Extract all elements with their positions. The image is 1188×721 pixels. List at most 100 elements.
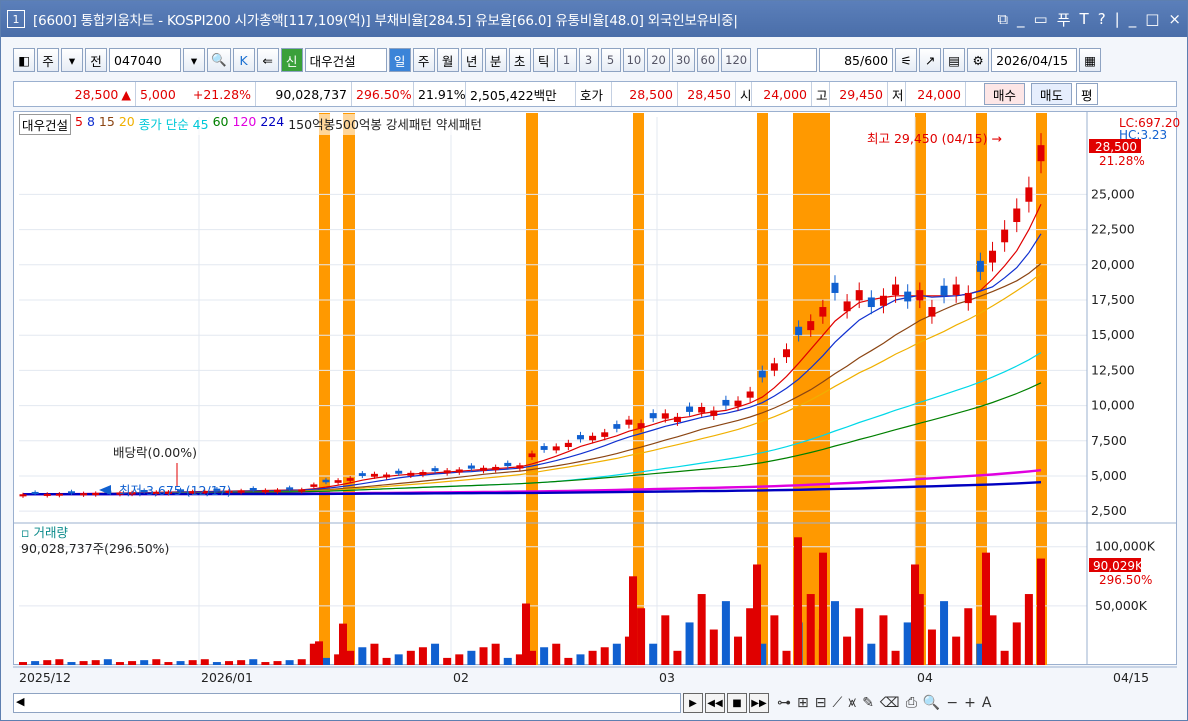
period-month-tab[interactable]: 월 xyxy=(436,48,459,72)
candle-body xyxy=(128,492,136,495)
price-y-tick: 17,500 xyxy=(1091,292,1135,307)
eval-button[interactable]: 평 xyxy=(1076,83,1098,105)
pen-tool-icon[interactable]: ✎ xyxy=(862,695,874,711)
volume-bar xyxy=(770,615,779,665)
zoom-in-icon[interactable]: + xyxy=(964,695,976,711)
zoom-icon[interactable]: 🔍 xyxy=(922,695,941,711)
chart-settings-icon[interactable]: ⚟ xyxy=(895,48,918,72)
volume-bar xyxy=(467,650,476,665)
gear-icon[interactable]: ⚙ xyxy=(967,48,990,72)
line-tool-icon[interactable]: ⟋ xyxy=(832,695,843,711)
interval-10[interactable]: 10 xyxy=(622,48,646,72)
volume-bar xyxy=(443,657,452,665)
stop-icon[interactable]: ■ xyxy=(727,693,747,713)
sell-button[interactable]: 매도 xyxy=(1031,83,1073,105)
candle-body xyxy=(613,424,621,429)
help-icon[interactable]: ? xyxy=(1097,10,1106,28)
horizontal-scrollbar[interactable]: ◀ xyxy=(13,693,681,713)
forward-icon[interactable]: ▶▶ xyxy=(749,693,769,713)
price-y-tick: 2,500 xyxy=(1091,503,1127,518)
candle-body xyxy=(201,491,209,494)
interval-select[interactable] xyxy=(757,48,818,72)
interval-30[interactable]: 30 xyxy=(671,48,695,72)
compare-icon[interactable]: ⊟ xyxy=(814,695,827,711)
scroll-left-icon[interactable]: ◀ xyxy=(16,695,25,708)
interval-5[interactable]: 5 xyxy=(600,48,621,72)
legend-ma5[interactable]: 5 xyxy=(75,114,83,135)
legend-ma15[interactable]: 15 xyxy=(98,114,115,135)
play-icon[interactable]: ▶ xyxy=(683,693,703,713)
legend-ma60[interactable]: 60 xyxy=(212,114,229,135)
period-week-tab[interactable]: 주 xyxy=(412,48,435,72)
candle-body xyxy=(346,478,354,481)
interval-3[interactable]: 3 xyxy=(578,48,599,72)
maximize-button[interactable]: □ xyxy=(1145,10,1160,28)
legend-ma8[interactable]: 8 xyxy=(86,114,95,135)
interval-1[interactable]: 1 xyxy=(556,48,577,72)
font-icon[interactable]: T xyxy=(1079,10,1089,28)
buy-button[interactable]: 매수 xyxy=(984,83,1026,105)
volume-tag-box xyxy=(1089,558,1141,572)
volume-bar xyxy=(576,654,585,665)
all-button[interactable]: 전 xyxy=(85,48,107,72)
period-tick-tab[interactable]: 틱 xyxy=(532,48,555,72)
candle-body xyxy=(213,488,221,491)
legend-ma45[interactable]: 종가 단순 45 xyxy=(138,114,209,135)
fib-tool-icon[interactable]: ⩙ xyxy=(848,695,857,711)
save-icon[interactable]: ▤ xyxy=(943,48,966,72)
legend-ma224[interactable]: 224 xyxy=(260,114,285,135)
k-button[interactable]: K xyxy=(232,48,255,72)
volume-bar xyxy=(140,660,149,665)
legend-stock[interactable]: 대우건설 xyxy=(19,114,72,135)
market-dropdown-icon[interactable]: ▾ xyxy=(61,48,83,72)
period-minute-tab[interactable]: 분 xyxy=(484,48,507,72)
date-field[interactable]: 2026/04/15 xyxy=(991,48,1078,72)
volume-bar xyxy=(540,647,549,665)
count-field[interactable]: 85/600 xyxy=(819,48,894,72)
trade-amount: 2,505,422백만 xyxy=(466,82,576,106)
legend-ma120[interactable]: 120 xyxy=(232,114,257,135)
rewind-icon[interactable]: ◀◀ xyxy=(705,693,725,713)
interval-120[interactable]: 120 xyxy=(721,48,752,72)
layout-icon[interactable]: ◧ xyxy=(13,48,35,72)
open-label: 시 xyxy=(736,82,752,106)
volume-bar xyxy=(164,662,173,665)
period-second-tab[interactable]: 초 xyxy=(508,48,531,72)
candle-body xyxy=(370,473,378,477)
search-icon[interactable]: 🔍 xyxy=(207,48,231,72)
candle-body xyxy=(177,489,185,492)
minimize-tray-icon[interactable]: _ xyxy=(1017,10,1025,28)
font-size-icon[interactable]: A xyxy=(981,695,992,711)
speed-slider-icon[interactable]: ⊶ xyxy=(777,695,791,711)
period-day-tab[interactable]: 일 xyxy=(388,48,411,72)
print-icon[interactable]: ⎙ xyxy=(905,695,917,711)
interval-20[interactable]: 20 xyxy=(647,48,670,72)
legend-patterns[interactable]: 150억봉500억봉 강세패턴 약세패턴 xyxy=(288,114,482,135)
restore-icon[interactable]: ▭ xyxy=(1033,10,1048,28)
code-dropdown-icon[interactable]: ▾ xyxy=(183,48,205,72)
minimize-button[interactable]: _ xyxy=(1128,10,1137,28)
candle-body xyxy=(673,416,681,423)
eraser-icon[interactable]: ⌫ xyxy=(879,695,900,711)
link-icon[interactable]: ⧉ xyxy=(997,10,1009,28)
prev-icon[interactable]: ⇐ xyxy=(256,48,279,72)
volume-bar xyxy=(612,643,621,665)
volume-bar xyxy=(479,647,488,665)
stock-code-input[interactable]: 047040 xyxy=(109,48,181,72)
calendar-icon[interactable]: ▦ xyxy=(1079,48,1102,72)
x-axis-label: 02 xyxy=(453,670,469,685)
legend-ma20[interactable]: 20 xyxy=(118,114,135,135)
candle-body xyxy=(867,297,875,308)
period-year-tab[interactable]: 년 xyxy=(460,48,483,72)
split-icon[interactable]: ⊞ xyxy=(797,695,809,711)
volume-bar xyxy=(418,647,427,665)
stock-name-field[interactable]: 대우건설 xyxy=(304,48,387,72)
market-select-button[interactable]: 주 xyxy=(37,48,59,72)
volume-bar xyxy=(952,636,961,665)
close-button[interactable]: × xyxy=(1168,10,1181,28)
interval-60[interactable]: 60 xyxy=(696,48,720,72)
zoom-out-icon[interactable]: − xyxy=(946,695,959,711)
pin-icon[interactable]: 푸 xyxy=(1056,10,1071,29)
trend-icon[interactable]: ↗ xyxy=(919,48,942,72)
